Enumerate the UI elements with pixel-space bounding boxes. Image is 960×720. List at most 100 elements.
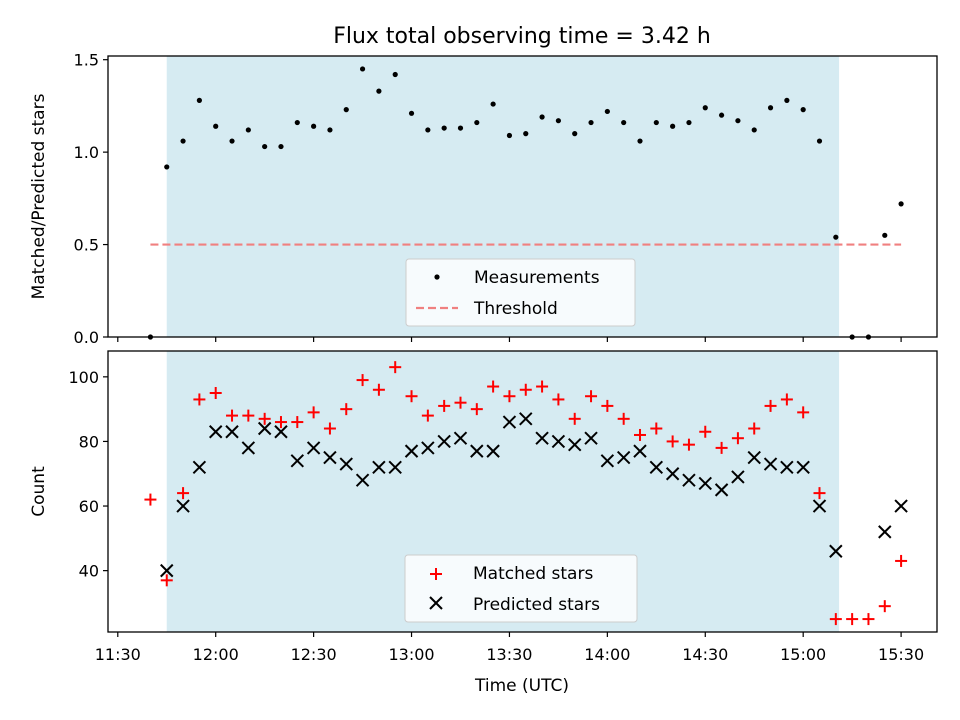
measurement-point xyxy=(604,108,610,115)
y-tick-label: 1.0 xyxy=(74,143,99,162)
x-tick-label: 14:30 xyxy=(682,645,728,664)
matched-star-point xyxy=(487,380,500,393)
measurement-point xyxy=(670,123,676,129)
x-tick-label: 15:30 xyxy=(878,645,924,664)
predicted-star-point xyxy=(470,444,484,458)
measurement-point xyxy=(653,119,659,126)
matched-star-point xyxy=(813,487,826,500)
predicted-star-point xyxy=(241,441,256,455)
matched-star-point xyxy=(829,613,842,626)
predicted-star-point xyxy=(780,460,794,474)
predicted-star-point xyxy=(568,437,582,452)
measurement-point xyxy=(359,66,366,72)
measurements-points xyxy=(147,66,904,340)
predicted-star-point xyxy=(551,434,566,449)
legend-measurements-marker xyxy=(434,274,440,280)
measurement-point xyxy=(800,107,806,113)
y-tick-label: 0.0 xyxy=(74,328,99,347)
predicted-stars-points xyxy=(160,412,908,578)
measurement-point xyxy=(898,201,904,207)
predicted-star-point xyxy=(274,425,288,439)
predicted-star-point xyxy=(829,544,843,558)
matched-star-point xyxy=(748,422,761,435)
measurement-point xyxy=(294,119,300,126)
measurement-point xyxy=(523,131,529,137)
measurement-point xyxy=(621,119,627,126)
matched-star-point xyxy=(536,380,549,393)
top-y-ticks: 0.0 0.5 1.0 1.5 xyxy=(74,51,108,347)
matched-star-point xyxy=(454,396,467,409)
predicted-star-point xyxy=(176,499,190,513)
matched-star-point xyxy=(682,438,695,451)
measurement-point xyxy=(784,97,790,103)
predicted-star-point xyxy=(665,467,680,481)
measurement-point xyxy=(180,138,186,144)
matched-star-point xyxy=(797,406,810,419)
predicted-star-point xyxy=(225,425,239,439)
measurement-point xyxy=(376,88,382,94)
predicted-star-point xyxy=(878,525,892,539)
predicted-star-point xyxy=(535,431,549,445)
predicted-star-point xyxy=(192,460,207,474)
y-tick-label: 1.5 xyxy=(74,51,99,70)
matched-star-point xyxy=(699,425,712,438)
x-tick-label: 12:00 xyxy=(193,645,239,664)
matched-stars-points xyxy=(144,361,908,626)
matched-star-point xyxy=(389,361,402,374)
predicted-star-point xyxy=(763,457,778,471)
matched-star-point xyxy=(846,613,859,626)
predicted-star-point xyxy=(502,415,517,429)
bottom-y-ticks: 40 60 80 100 xyxy=(68,368,108,581)
matched-star-point xyxy=(177,487,190,500)
measurement-point xyxy=(441,125,447,131)
matched-star-point xyxy=(209,386,222,399)
measurement-point xyxy=(229,138,235,144)
measurement-point xyxy=(686,119,692,126)
measurement-point xyxy=(751,127,757,133)
x-tick-label: 15:00 xyxy=(780,645,826,664)
measurement-point xyxy=(702,105,708,111)
matched-star-point xyxy=(650,422,663,435)
legend-matched-label: Matched stars xyxy=(473,564,593,584)
y-tick-label: 0.5 xyxy=(74,236,99,255)
measurement-point xyxy=(637,138,643,144)
x-tick-label: 11:30 xyxy=(95,645,141,664)
predicted-star-point xyxy=(714,483,729,497)
legend-measurements-label: Measurements xyxy=(474,268,600,288)
predicted-star-point xyxy=(682,473,696,487)
legend-predicted-marker xyxy=(429,596,443,610)
measurement-point xyxy=(311,123,317,129)
measurement-point xyxy=(457,125,464,131)
predicted-star-point xyxy=(600,454,615,468)
matched-star-point xyxy=(291,416,304,429)
predicted-star-point xyxy=(355,473,370,487)
measurement-point xyxy=(262,143,268,150)
matched-star-point xyxy=(895,554,908,567)
measurement-point xyxy=(164,164,170,170)
matched-star-point xyxy=(568,412,581,425)
predicted-star-point xyxy=(747,450,761,465)
measurement-point xyxy=(588,119,594,126)
legend-matched-marker xyxy=(430,568,442,580)
measurement-point xyxy=(392,71,398,78)
predicted-star-point xyxy=(388,460,402,474)
matched-star-point xyxy=(764,399,777,412)
matched-star-point xyxy=(862,613,875,626)
x-tick-label: 13:30 xyxy=(486,645,532,664)
measurement-point xyxy=(245,127,251,133)
matched-star-point xyxy=(323,422,336,435)
predicted-star-point xyxy=(257,421,272,436)
bottom-y-axis-label: Count xyxy=(29,466,49,517)
predicted-star-point xyxy=(796,460,810,474)
bottom-axes-frame xyxy=(107,350,938,633)
top-panel: 0.0 0.5 1.0 1.5 Matched/Predicted stars Mea… xyxy=(29,51,938,347)
x-tick-label: 14:00 xyxy=(584,645,630,664)
predicted-star-point xyxy=(731,470,745,484)
y-tick-label: 60 xyxy=(79,497,99,516)
y-tick-label: 100 xyxy=(68,368,99,387)
bottom-x-ticks: 11:30 12:00 12:30 13:00 13:30 14:00 14:30 15:00… xyxy=(95,632,924,664)
bottom-panel: 11:30 12:00 12:30 13:00 13:30 14:00 14:30 15:00… xyxy=(29,350,938,696)
predicted-star-point xyxy=(812,499,827,513)
matched-star-point xyxy=(258,412,271,425)
